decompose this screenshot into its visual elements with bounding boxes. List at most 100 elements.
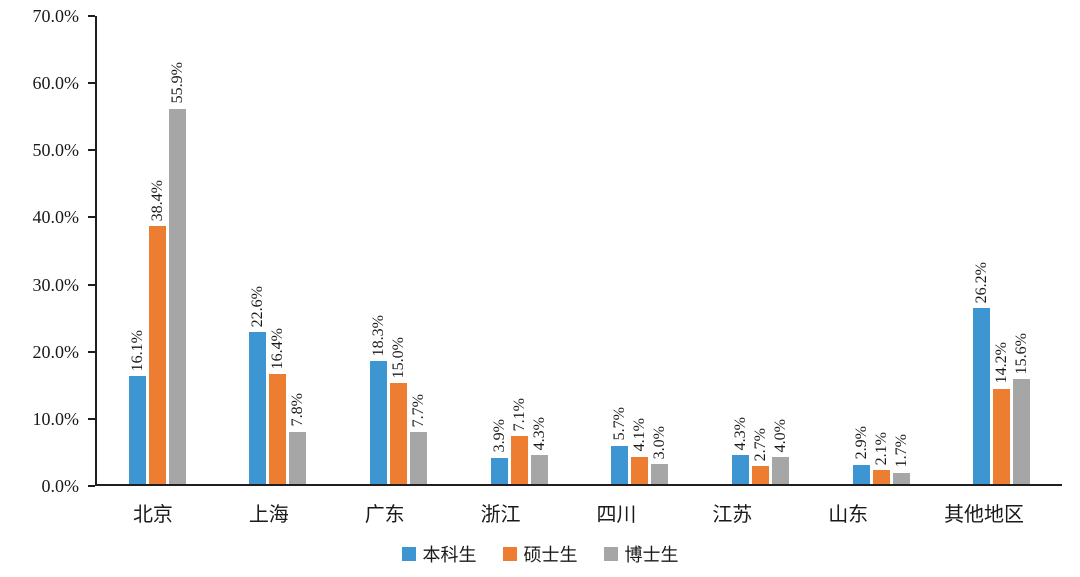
bar-column: 22.6% <box>249 285 267 484</box>
bar-硕士生 <box>148 226 166 484</box>
y-axis-tick <box>88 485 95 487</box>
bar-column: 1.7% <box>892 434 910 484</box>
legend-swatch-icon <box>603 547 618 561</box>
x-axis-labels: 北京 上海 广东 浙江 四川 江苏 山东 其他地区 <box>95 498 1062 527</box>
bar-group: 26.2% 14.2% 15.6% <box>973 262 1031 484</box>
legend-swatch-icon <box>401 547 416 561</box>
bar-column: 18.3% <box>370 315 388 484</box>
y-tick-label: 60.0% <box>32 73 80 94</box>
legend-swatch-icon <box>502 547 517 561</box>
y-axis-tick <box>88 15 95 17</box>
bar-column: 7.7% <box>410 394 428 484</box>
bar-column: 7.8% <box>289 393 307 484</box>
bar-column: 4.3% <box>530 417 548 484</box>
y-tick-label: 0.0% <box>41 476 80 496</box>
bar-column: 15.0% <box>390 337 408 484</box>
y-axis-tick <box>88 417 95 420</box>
bar-博士生 <box>168 108 186 484</box>
bar-group: 16.1% 38.4% 55.9% <box>128 62 186 484</box>
bar-value-label: 2.7% <box>751 427 769 461</box>
legend: 本科生 硕士生 博士生 <box>0 541 1080 567</box>
bar-column: 14.2% <box>993 342 1011 484</box>
bar-本科生 <box>611 445 629 484</box>
legend-item: 博士生 <box>603 541 679 567</box>
bar-本科生 <box>249 332 267 484</box>
legend-item: 硕士生 <box>502 541 578 567</box>
bar-column: 2.1% <box>872 431 890 484</box>
bar-column: 15.6% <box>1013 333 1031 484</box>
y-tick-label: 70.0% <box>32 6 80 26</box>
bar-硕士生 <box>872 469 890 484</box>
legend-label: 本科生 <box>422 545 477 565</box>
x-axis-label: 四川 <box>596 504 637 526</box>
bar-group: 18.3% 15.0% 7.7% <box>370 315 428 484</box>
bar-column: 2.7% <box>751 427 769 484</box>
bar-本科生 <box>490 457 508 484</box>
bar-group: 2.9% 2.1% 1.7% <box>852 426 910 484</box>
bar-column: 16.1% <box>128 329 146 484</box>
bar-硕士生 <box>993 388 1011 484</box>
y-axis-tick <box>88 82 95 85</box>
bar-value-label: 4.0% <box>771 418 789 453</box>
legend-label: 硕士生 <box>523 545 578 565</box>
bar-value-label: 1.7% <box>892 434 910 468</box>
bar-博士生 <box>771 457 789 484</box>
bar-value-label: 4.1% <box>631 418 649 452</box>
bar-value-label: 2.9% <box>852 426 870 460</box>
bar-group: 22.6% 16.4% 7.8% <box>249 285 307 484</box>
x-axis-label: 北京 <box>132 504 173 526</box>
bar-column: 38.4% <box>148 179 166 484</box>
bar-column: 3.9% <box>490 419 508 484</box>
bar-硕士生 <box>631 456 649 484</box>
bar-博士生 <box>530 455 548 484</box>
bar-value-label: 3.0% <box>651 425 669 459</box>
y-tick-label: 40.0% <box>32 207 80 228</box>
bar-column: 16.4% <box>269 327 287 484</box>
bar-group: 4.3% 2.7% 4.0% <box>731 417 789 484</box>
y-tick-label: 30.0% <box>32 274 80 295</box>
bar-硕士生 <box>390 383 408 484</box>
bar-value-label: 16.1% <box>128 329 146 371</box>
bar-column: 2.9% <box>852 426 870 484</box>
y-axis-tick <box>88 283 95 286</box>
y-tick-label: 20.0% <box>32 341 80 362</box>
bar-column: 4.1% <box>631 418 649 484</box>
x-axis-label: 江苏 <box>712 504 753 526</box>
bar-value-label: 5.7% <box>611 407 629 441</box>
bar-博士生 <box>289 431 307 484</box>
y-axis: 0.0% 10.0% 20.0% 30.0% 40.0% 50.0% 60.0% 70.0% <box>0 6 95 496</box>
bar-本科生 <box>973 308 991 484</box>
bar-value-label: 22.6% <box>249 285 267 328</box>
plot-wrap: 16.1% 38.4% 55.9% 22.6% 16.4% 7.8% 18.3% 15.0% 7… <box>95 16 1062 486</box>
x-axis-label: 浙江 <box>480 504 521 526</box>
y-tick-label: 50.0% <box>32 140 80 161</box>
x-axis-label: 其他地区 <box>944 504 1025 526</box>
plot-area: 16.1% 38.4% 55.9% 22.6% 16.4% 7.8% 18.3% 15.0% 7… <box>97 16 1062 484</box>
bar-博士生 <box>1013 379 1031 484</box>
bar-本科生 <box>731 455 749 484</box>
bar-column: 7.1% <box>510 397 528 484</box>
bar-column: 55.9% <box>168 62 186 484</box>
bar-本科生 <box>128 375 146 484</box>
bar-本科生 <box>370 361 388 484</box>
y-tick-label: 10.0% <box>32 408 80 429</box>
x-axis-label: 广东 <box>364 504 405 526</box>
bar-硕士生 <box>751 465 769 484</box>
bar-value-label: 55.9% <box>168 62 186 104</box>
legend-item: 本科生 <box>401 541 477 567</box>
bar-博士生 <box>892 472 910 484</box>
bar-value-label: 7.8% <box>289 393 307 427</box>
y-axis-tick <box>88 149 95 152</box>
bar-value-label: 7.1% <box>510 397 528 432</box>
bar-value-label: 16.4% <box>269 327 287 369</box>
bar-group: 5.7% 4.1% 3.0% <box>611 407 669 484</box>
bar-value-label: 2.1% <box>872 431 890 465</box>
bar-column: 4.3% <box>731 417 749 484</box>
bar-group: 3.9% 7.1% 4.3% <box>490 397 548 484</box>
y-axis-tick <box>88 350 95 353</box>
bar-column: 4.0% <box>771 418 789 484</box>
bar-本科生 <box>852 464 870 484</box>
bar-value-label: 38.4% <box>148 179 166 222</box>
x-axis-label: 山东 <box>828 504 869 526</box>
